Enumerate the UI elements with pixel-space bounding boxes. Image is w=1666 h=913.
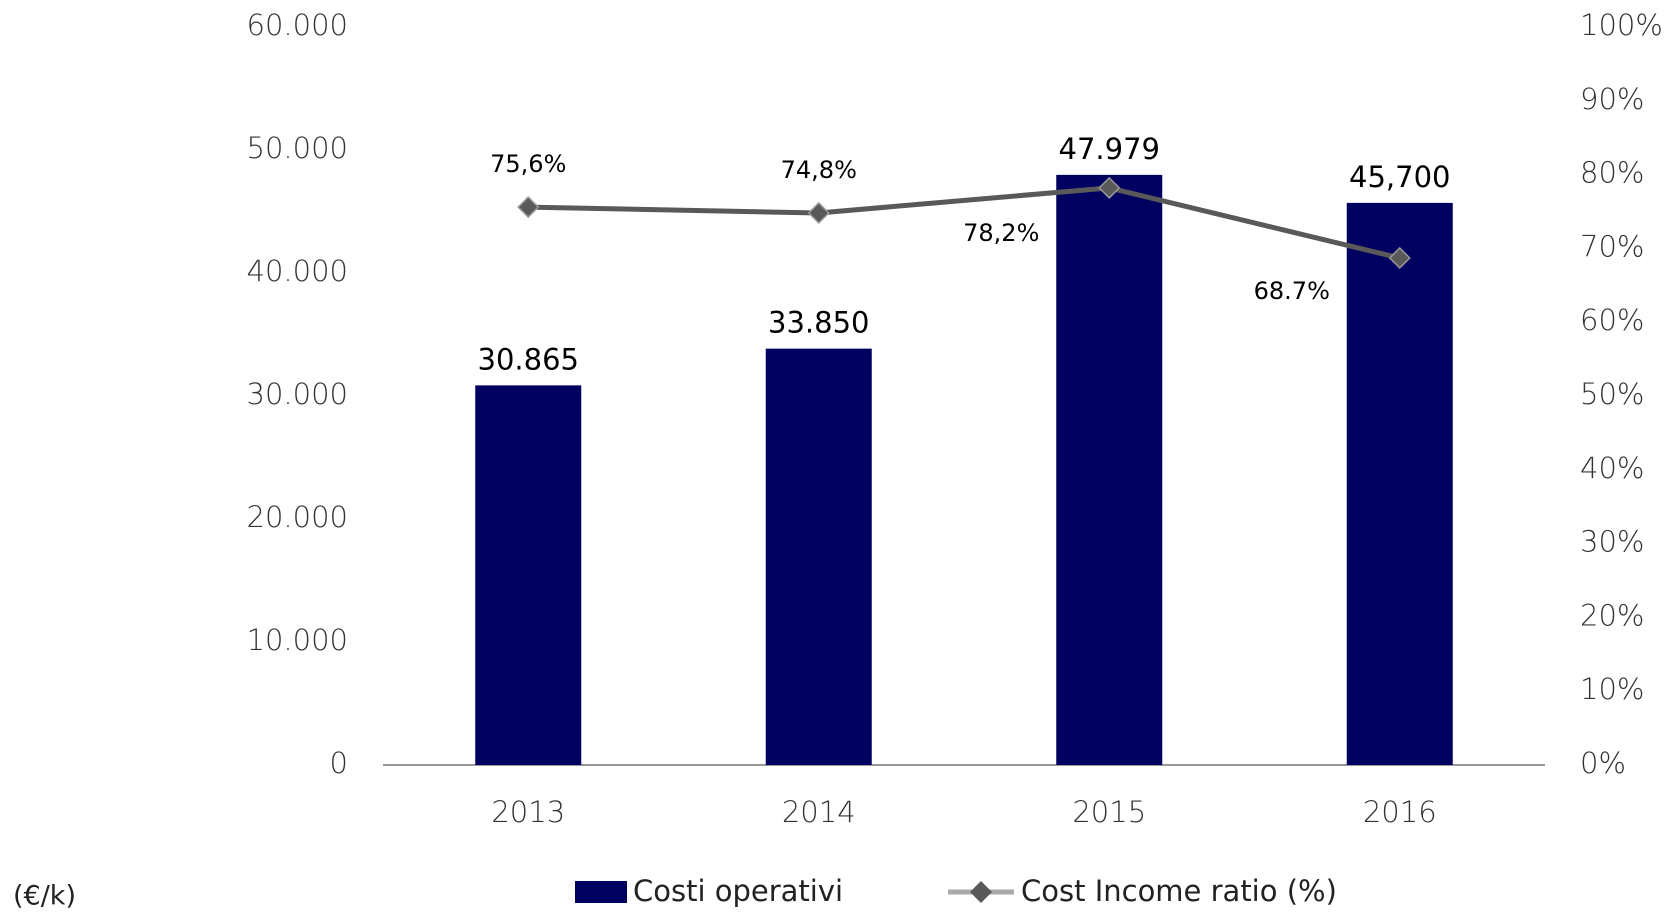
x-tick-label: 2016 bbox=[1363, 795, 1437, 829]
line-marker bbox=[807, 201, 830, 225]
line-value-label: 68.7% bbox=[1254, 277, 1330, 305]
y2-tick-label: 0% bbox=[1580, 746, 1626, 780]
bar bbox=[765, 348, 872, 765]
legend-label: Cost Income ratio (%) bbox=[1021, 874, 1337, 908]
bar-value-label: 33.850 bbox=[768, 306, 869, 340]
x-tick-label: 2013 bbox=[491, 795, 565, 829]
legend-label: Costi operativi bbox=[633, 874, 843, 908]
bar bbox=[1056, 174, 1163, 766]
y2-tick-label: 80% bbox=[1580, 156, 1644, 190]
line bbox=[528, 185, 1401, 261]
y2-tick-label: 40% bbox=[1580, 451, 1644, 485]
y-tick-label: 30.000 bbox=[247, 377, 348, 411]
bar-value-label: 47.979 bbox=[1059, 132, 1160, 166]
x-tick-label: 2015 bbox=[1072, 795, 1146, 829]
bar-value-label: 45,700 bbox=[1349, 160, 1450, 194]
legend-swatch bbox=[970, 881, 992, 903]
bar bbox=[475, 385, 582, 765]
y-tick-label: 60.000 bbox=[247, 8, 348, 42]
y2-tick-label: 90% bbox=[1580, 82, 1644, 116]
line-value-label: 78,2% bbox=[963, 219, 1039, 247]
y2-tick-label: 60% bbox=[1580, 303, 1644, 337]
y2-tick-label: 30% bbox=[1580, 525, 1644, 559]
y-tick-label: 20.000 bbox=[247, 500, 348, 534]
line-marker bbox=[517, 196, 540, 219]
y-tick-label: 50.000 bbox=[247, 131, 348, 165]
line-value-label: 74,8% bbox=[781, 156, 857, 184]
line-marker bbox=[1098, 176, 1121, 199]
y2-tick-label: 10% bbox=[1580, 672, 1644, 706]
y2-tick-label: 20% bbox=[1580, 598, 1644, 632]
y-tick-label: 40.000 bbox=[247, 254, 348, 288]
y-tick-label: 10.000 bbox=[247, 623, 348, 657]
x-tick-label: 2014 bbox=[782, 795, 856, 829]
y2-tick-label: 100% bbox=[1580, 8, 1663, 42]
bar-value-label: 30.865 bbox=[478, 342, 579, 376]
legend-swatch bbox=[575, 881, 627, 903]
y2-tick-label: 70% bbox=[1580, 229, 1644, 263]
y-tick-label: 0 bbox=[330, 746, 348, 780]
line-marker bbox=[1388, 246, 1411, 270]
line-value-label: 75,6% bbox=[490, 150, 566, 178]
y2-tick-label: 50% bbox=[1580, 377, 1644, 411]
bar bbox=[1346, 202, 1453, 765]
unit-label: (€/k) bbox=[13, 881, 76, 912]
